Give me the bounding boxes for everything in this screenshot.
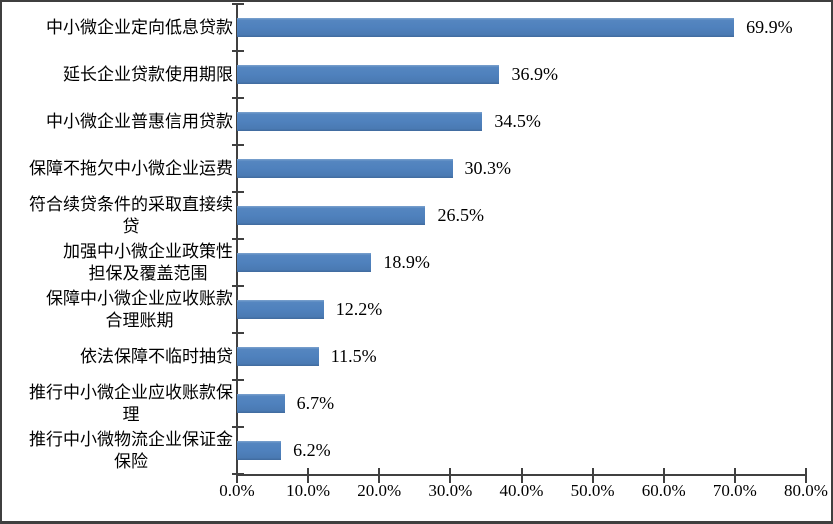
bar: [237, 112, 483, 131]
x-axis-tick: [378, 468, 381, 483]
bar: [237, 394, 285, 413]
x-axis-tick: [307, 468, 310, 483]
value-label: 36.9%: [511, 64, 558, 84]
category-label: 加强中小微企业政策性 担保及覆盖范围: [2, 239, 233, 286]
y-axis-tick: [232, 97, 244, 99]
value-label: 69.9%: [746, 17, 793, 37]
bar: [237, 18, 735, 37]
category-label-text: 推行中小微物流企业保证金 保险: [29, 429, 233, 471]
category-label: 推行中小微企业应收账款保 理: [2, 380, 233, 427]
x-axis-tick: [662, 468, 665, 483]
value-label: 18.9%: [383, 252, 430, 272]
x-axis-tick-label: 10.0%: [286, 481, 331, 500]
bar: [237, 300, 324, 319]
y-axis-tick: [232, 473, 244, 475]
value-label: 12.2%: [335, 299, 383, 319]
category-label: 延长企业贷款使用期限: [2, 51, 233, 98]
category-label-text: 保障不拖欠中小微企业运费: [29, 158, 233, 178]
category-label-text: 符合续贷条件的采取直接续 贷: [29, 194, 233, 236]
x-axis-tick: [805, 468, 807, 483]
x-axis-tick-label: 20.0%: [357, 481, 402, 500]
x-axis-tick-label: 80.0%: [784, 481, 828, 500]
x-axis-tick-label: 70.0%: [712, 481, 757, 500]
value-label: 30.3%: [464, 158, 512, 178]
bar: [237, 206, 426, 225]
y-axis-tick: [232, 191, 244, 193]
category-label: 中小微企业普惠信用贷款: [2, 98, 233, 145]
x-axis-tick: [591, 468, 594, 483]
category-label-text: 中小微企业普惠信用贷款: [46, 111, 233, 131]
category-label-text: 依法保障不临时抽贷: [80, 346, 233, 366]
x-axis-tick: [236, 468, 238, 483]
category-label: 中小微企业定向低息贷款: [2, 4, 233, 51]
y-axis-tick: [232, 144, 244, 146]
value-label: 34.5%: [494, 111, 541, 131]
category-label: 依法保障不临时抽贷: [2, 333, 233, 380]
bar: [237, 441, 282, 460]
bar: [237, 159, 453, 178]
x-axis-tick-label: 60.0%: [641, 481, 686, 500]
y-axis-tick: [232, 332, 244, 334]
y-axis-tick: [232, 238, 244, 240]
y-axis-tick: [232, 379, 244, 381]
y-axis-tick: [232, 426, 244, 428]
x-axis-tick-label: 40.0%: [499, 481, 544, 500]
category-label: 符合续贷条件的采取直接续 贷: [2, 192, 233, 239]
y-axis-tick: [232, 3, 244, 5]
bar: [237, 253, 372, 272]
category-label-text: 中小微企业定向低息贷款: [46, 17, 233, 37]
value-label: 6.2%: [293, 440, 331, 460]
value-label: 26.5%: [437, 205, 484, 225]
x-axis-tick: [733, 468, 736, 483]
x-axis-tick-label: 0.0%: [219, 481, 255, 500]
category-label-text: 推行中小微企业应收账款保 理: [29, 382, 233, 424]
category-label-text: 延长企业贷款使用期限: [63, 64, 233, 84]
value-label: 6.7%: [296, 393, 335, 413]
bar: [237, 65, 500, 84]
category-label: 保障不拖欠中小微企业运费: [2, 145, 233, 192]
value-label: 11.5%: [330, 346, 377, 366]
y-axis-tick: [232, 285, 244, 287]
x-axis-tick: [520, 468, 523, 483]
y-axis-tick: [232, 50, 244, 52]
category-label-text: 加强中小微企业政策性 担保及覆盖范围: [63, 241, 233, 283]
x-axis-tick: [449, 468, 452, 483]
x-axis-tick-label: 50.0%: [570, 481, 615, 500]
category-label-text: 保障中小微企业应收账款 合理账期: [46, 288, 233, 330]
category-label: 推行中小微物流企业保证金 保险: [2, 427, 233, 474]
x-axis-tick-label: 30.0%: [428, 481, 473, 500]
category-label: 保障中小微企业应收账款 合理账期: [2, 286, 233, 333]
bar: [237, 347, 319, 366]
